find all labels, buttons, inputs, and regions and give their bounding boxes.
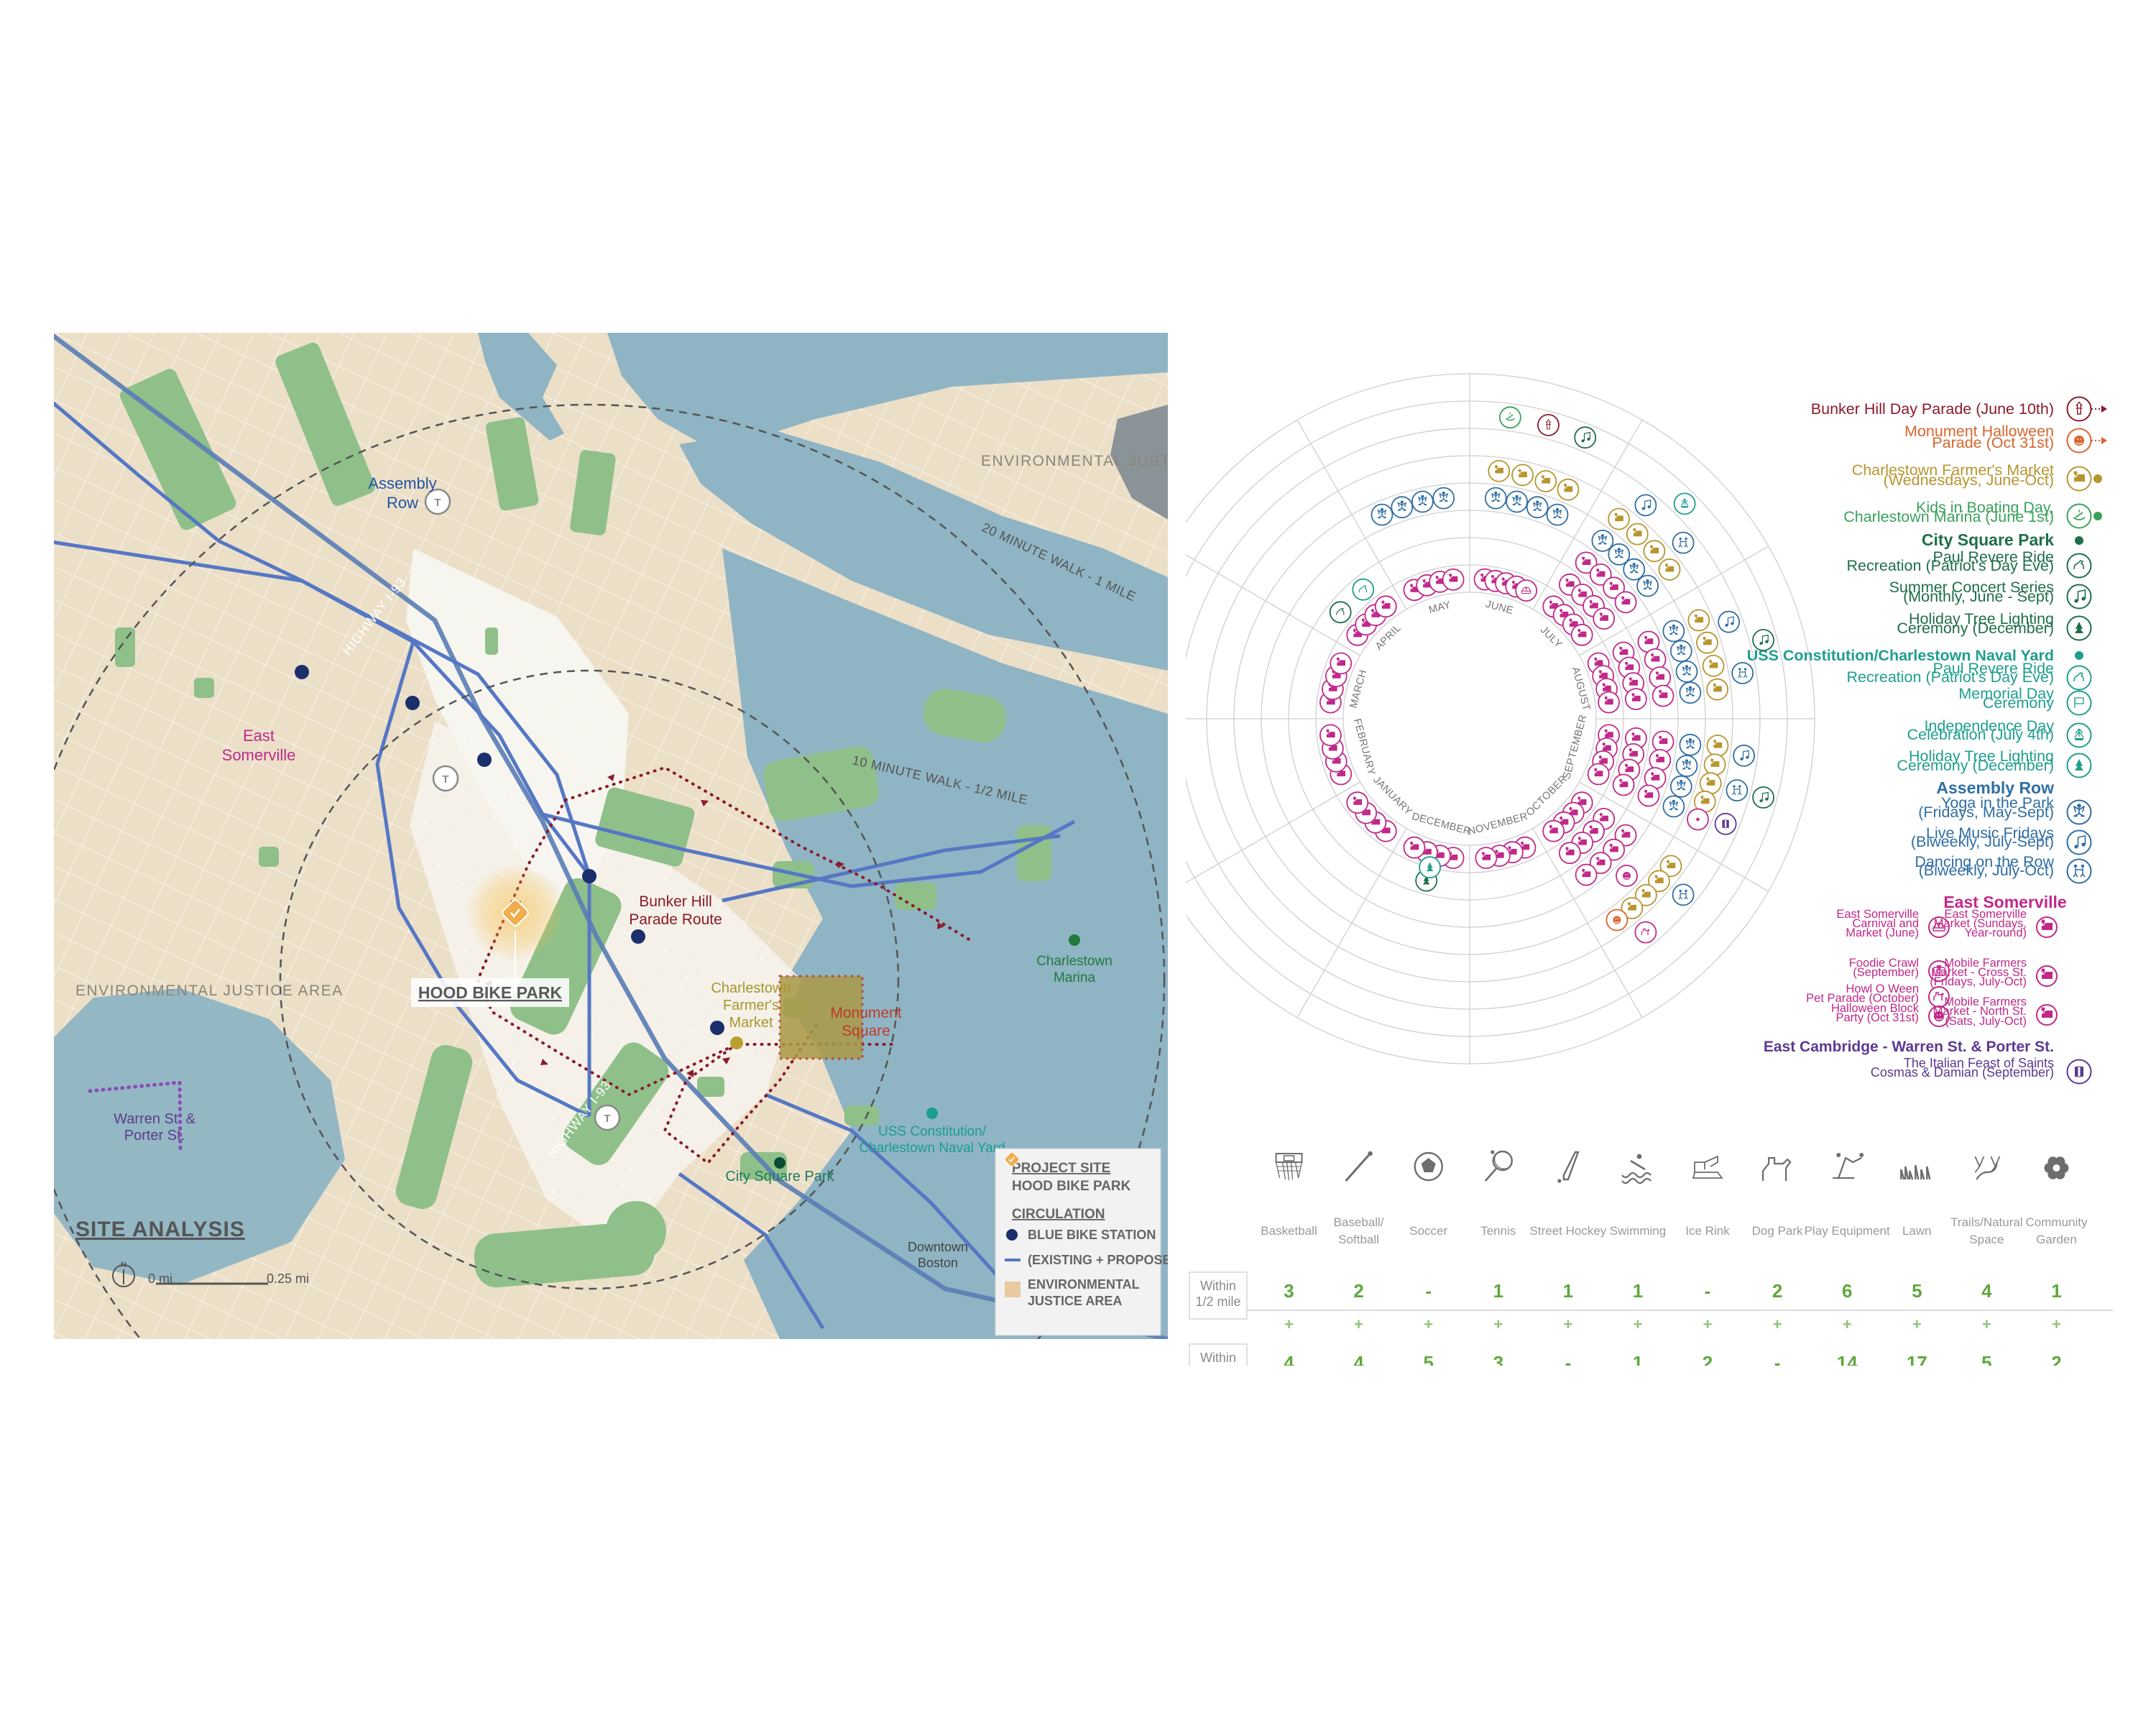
svg-text:4: 4 <box>1981 1280 1992 1302</box>
svg-text:+: + <box>1912 1315 1922 1333</box>
svg-text:4: 4 <box>1353 1352 1364 1366</box>
svg-text:+: + <box>1563 1315 1572 1333</box>
svg-text:Dog Park: Dog Park <box>1752 1224 1803 1238</box>
svg-text:Downtown: Downtown <box>908 1240 968 1254</box>
svg-text:HOOD BIKE PARK: HOOD BIKE PARK <box>1012 1179 1131 1194</box>
svg-text:T: T <box>442 773 448 786</box>
svg-text:+: + <box>1703 1315 1713 1333</box>
svg-text:HOOD BIKE PARK: HOOD BIKE PARK <box>418 983 563 1002</box>
svg-text:-: - <box>1565 1352 1572 1366</box>
svg-text:Softball: Softball <box>1338 1233 1379 1246</box>
svg-text:Within: Within <box>1200 1279 1236 1293</box>
svg-text:2: 2 <box>1353 1280 1363 1302</box>
svg-text:5: 5 <box>1981 1352 1991 1366</box>
svg-text:Porter St.: Porter St. <box>124 1128 185 1144</box>
svg-text:ENVIRONMENTAL JUSTICE AREA: ENVIRONMENTAL JUSTICE AREA <box>75 983 344 999</box>
svg-text:Space: Space <box>1969 1233 2004 1246</box>
svg-text:East: East <box>243 727 275 745</box>
svg-text:+: + <box>1424 1315 1433 1333</box>
svg-text:Farmer's: Farmer's <box>723 998 779 1013</box>
svg-text:Ice Rink: Ice Rink <box>1685 1224 1730 1238</box>
svg-text:JUNE: JUNE <box>1484 599 1514 617</box>
svg-text:PROJECT SITE: PROJECT SITE <box>1012 1161 1110 1176</box>
svg-text:(EXISTING + PROPOSED): (EXISTING + PROPOSED) <box>1028 1253 1168 1267</box>
svg-text:USS Constitution/: USS Constitution/ <box>878 1124 987 1139</box>
svg-text:14: 14 <box>1837 1352 1858 1366</box>
svg-text:+: + <box>1773 1315 1782 1333</box>
svg-text:MAY: MAY <box>1427 599 1452 617</box>
svg-text:Square: Square <box>842 1023 890 1039</box>
svg-text:SITE ANALYSIS: SITE ANALYSIS <box>75 1218 245 1241</box>
svg-text:1/2 mile: 1/2 mile <box>1195 1294 1240 1309</box>
svg-text:+: + <box>1634 1315 1643 1333</box>
svg-text:Charlestown Naval Yard: Charlestown Naval Yard <box>859 1141 1005 1156</box>
svg-text:Warren St. &: Warren St. & <box>114 1111 195 1127</box>
svg-text:Soccer: Soccer <box>1409 1224 1447 1238</box>
svg-text:Street Hockey: Street Hockey <box>1530 1224 1607 1238</box>
svg-text:Swimming: Swimming <box>1610 1224 1666 1238</box>
svg-text:Somerville: Somerville <box>222 746 296 764</box>
svg-text:-: - <box>1425 1280 1432 1302</box>
svg-text:1: 1 <box>1493 1280 1503 1302</box>
svg-text:Monument: Monument <box>830 1005 901 1021</box>
svg-text:Lawn: Lawn <box>1902 1224 1932 1238</box>
svg-text:1: 1 <box>2051 1280 2061 1302</box>
svg-text:+: + <box>1354 1315 1363 1333</box>
svg-text:6: 6 <box>1842 1280 1852 1302</box>
svg-text:Charlestown: Charlestown <box>1036 954 1112 969</box>
svg-text:Garden: Garden <box>2036 1233 2077 1246</box>
svg-text:1: 1 <box>1563 1280 1573 1302</box>
svg-text:Marina: Marina <box>1054 970 1096 985</box>
svg-text:JULY: JULY <box>1538 625 1564 650</box>
svg-text:17: 17 <box>1907 1352 1927 1366</box>
svg-text:Basketball: Basketball <box>1261 1224 1317 1238</box>
svg-text:0.25 mi: 0.25 mi <box>267 1271 309 1286</box>
svg-text:APRIL: APRIL <box>1373 622 1404 653</box>
svg-text:Tennis: Tennis <box>1480 1224 1516 1238</box>
svg-text:2: 2 <box>2051 1352 2061 1366</box>
svg-text:-: - <box>1705 1280 1711 1302</box>
svg-text:JUSTICE AREA: JUSTICE AREA <box>1028 1294 1122 1308</box>
svg-text:2: 2 <box>1772 1280 1782 1302</box>
svg-text:Play Equipment: Play Equipment <box>1805 1224 1890 1238</box>
svg-text:2: 2 <box>1703 1352 1713 1366</box>
svg-text:-: - <box>1774 1352 1781 1366</box>
svg-text:NOVEMBER: NOVEMBER <box>1467 811 1529 838</box>
svg-text:5: 5 <box>1912 1280 1922 1302</box>
svg-text:N: N <box>121 1261 126 1269</box>
svg-text:+: + <box>1982 1315 1991 1333</box>
svg-text:JANUARY: JANUARY <box>1370 774 1414 817</box>
svg-text:Within: Within <box>1200 1351 1236 1365</box>
svg-text:Community: Community <box>2026 1215 2088 1229</box>
svg-text:Market: Market <box>729 1015 773 1031</box>
svg-text:3: 3 <box>1284 1280 1294 1302</box>
svg-text:3: 3 <box>1493 1352 1503 1366</box>
svg-text:Baseball/: Baseball/ <box>1334 1215 1384 1229</box>
svg-text:BLUE BIKE STATION: BLUE BIKE STATION <box>1028 1228 1156 1242</box>
svg-text:Trails/Natural: Trails/Natural <box>1950 1215 2022 1229</box>
svg-text:+: + <box>2052 1315 2061 1333</box>
svg-text:Bunker Hill: Bunker Hill <box>639 893 712 910</box>
svg-text:Charlestown: Charlestown <box>711 980 791 996</box>
svg-text:+: + <box>1284 1315 1294 1333</box>
svg-text:1: 1 <box>1633 1352 1643 1366</box>
svg-text:T: T <box>434 497 441 509</box>
svg-text:City Square Park: City Square Park <box>725 1169 834 1184</box>
svg-text:FEBRUARY: FEBRUARY <box>1351 717 1377 777</box>
svg-text:+: + <box>1843 1315 1852 1333</box>
svg-text:ENVIRONMENTAL: ENVIRONMENTAL <box>1028 1277 1140 1292</box>
svg-text:AUGUST: AUGUST <box>1570 666 1593 712</box>
svg-text:Assembly: Assembly <box>368 474 436 492</box>
svg-text:ENVIRONMENTAL JUSTICE AREA: ENVIRONMENTAL JUSTICE AREA <box>981 453 1168 469</box>
svg-text:Parade Route: Parade Route <box>629 911 722 928</box>
svg-text:T: T <box>604 1113 610 1125</box>
svg-text:5: 5 <box>1423 1352 1433 1366</box>
svg-text:DECEMBER: DECEMBER <box>1411 811 1473 837</box>
svg-text:CIRCULATION: CIRCULATION <box>1012 1207 1105 1222</box>
svg-text:+: + <box>1493 1315 1503 1333</box>
svg-text:4: 4 <box>1284 1352 1294 1366</box>
svg-text:1: 1 <box>1633 1280 1643 1302</box>
svg-text:Row: Row <box>387 494 418 512</box>
svg-text:Boston: Boston <box>918 1256 958 1270</box>
